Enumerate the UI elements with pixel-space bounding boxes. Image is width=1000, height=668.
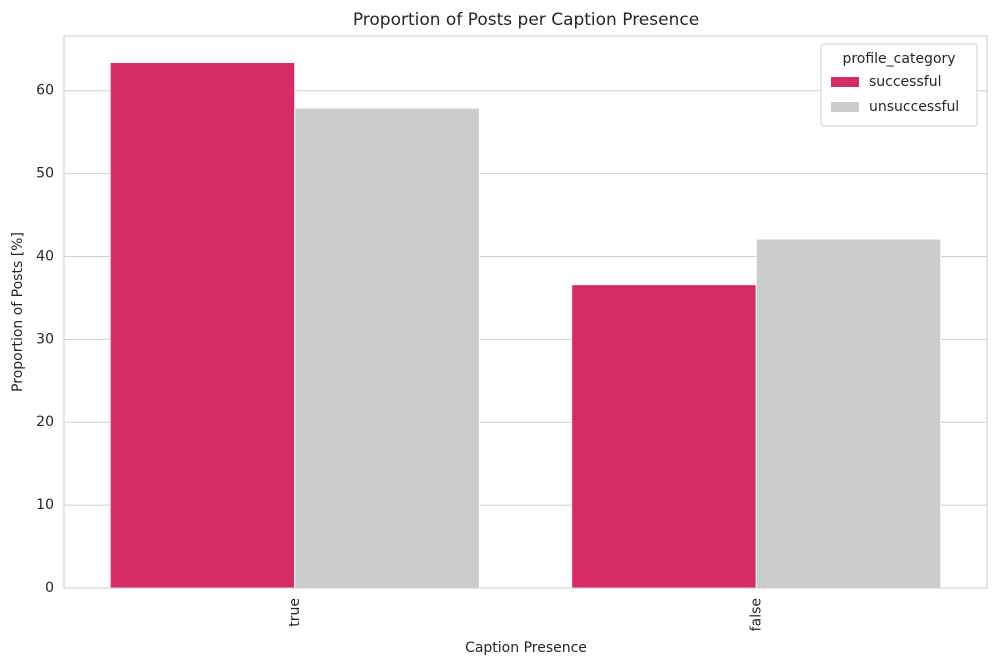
legend-title: profile_category [842,51,955,67]
legend-label: unsuccessful [869,99,959,115]
bar [571,284,757,589]
plot-frame [63,35,988,589]
y-tick-label: 20 [36,414,54,430]
y-tick-label: 10 [36,497,54,513]
legend-swatch [831,77,859,87]
y-tick-label: 30 [36,331,54,347]
y-tick-label: 40 [36,248,54,264]
y-axis-label: Proportion of Posts [%] [10,232,26,392]
legend-swatch [831,102,859,112]
x-tick-label: true [287,598,303,627]
legend-label: successful [869,74,941,90]
y-tick-label: 0 [45,580,54,596]
y-tick-label: 50 [36,166,54,182]
legend-box [820,43,978,127]
x-axis-label: Caption Presence [465,640,587,656]
x-tick-label: false [748,598,764,631]
bar [755,238,942,589]
bar [294,107,480,589]
legend: profile_category successful unsuccessful [820,43,978,127]
chart-title: Proportion of Posts per Caption Presence [353,10,699,30]
bar [109,62,296,589]
y-tick-label: 60 [36,83,54,99]
